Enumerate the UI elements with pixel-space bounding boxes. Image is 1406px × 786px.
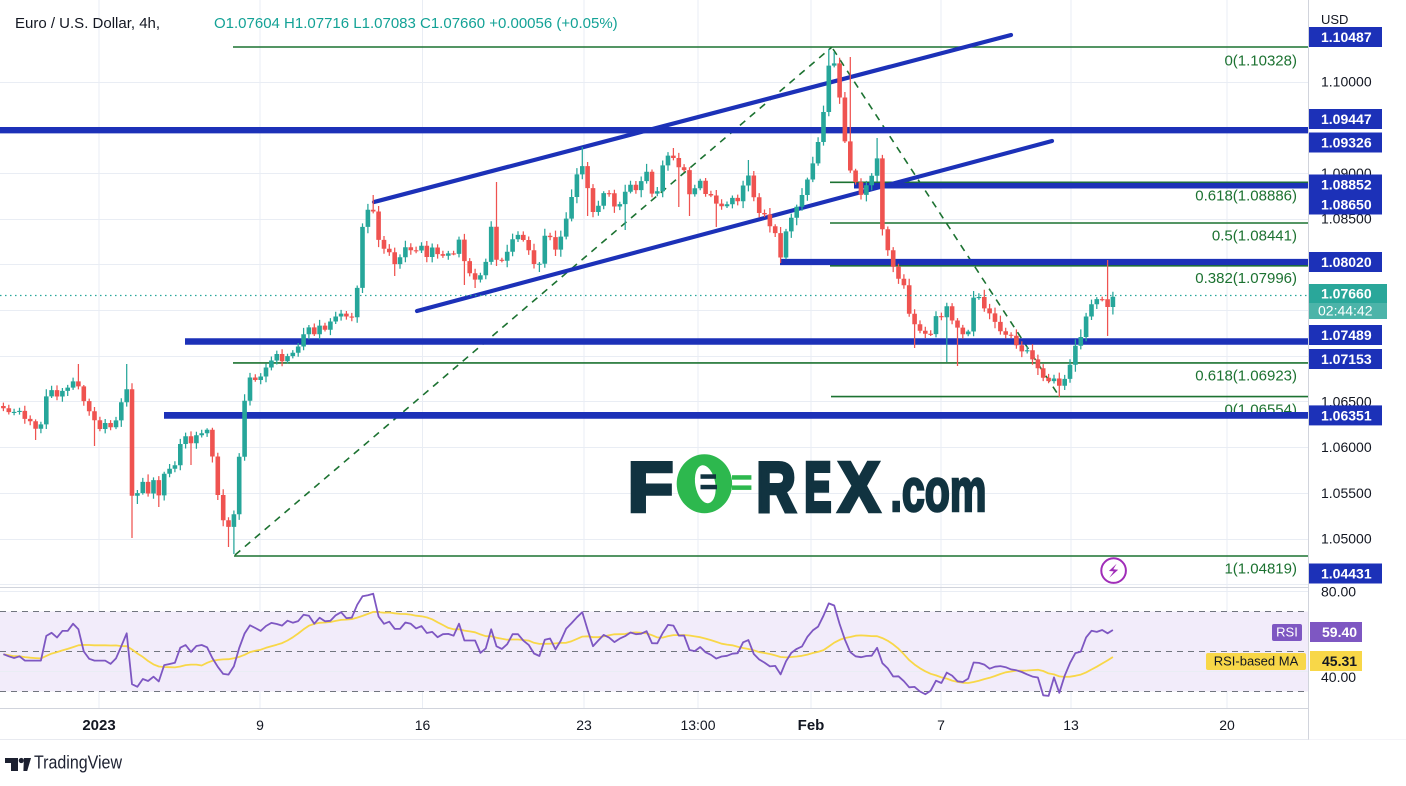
svg-text:02:44:42: 02:44:42 (1318, 303, 1373, 319)
svg-text:0.5(1.08441): 0.5(1.08441) (1212, 228, 1297, 245)
svg-text:1.07660: 1.07660 (1321, 286, 1372, 302)
svg-text:13:00: 13:00 (680, 717, 715, 733)
svg-text:0.618(1.08886): 0.618(1.08886) (1195, 187, 1297, 204)
svg-text:1.08852: 1.08852 (1321, 177, 1372, 193)
svg-text:USD: USD (1321, 12, 1348, 27)
svg-text:E: E (804, 448, 831, 526)
svg-text:20: 20 (1219, 717, 1235, 733)
svg-text:Euro / U.S. Dollar, 4h,: Euro / U.S. Dollar, 4h, (15, 15, 160, 32)
svg-text:1.10000: 1.10000 (1321, 74, 1372, 90)
svg-text:7: 7 (937, 717, 945, 733)
svg-text:1.06000: 1.06000 (1321, 439, 1372, 455)
svg-text:X: X (839, 448, 880, 526)
svg-text:1.04431: 1.04431 (1321, 566, 1372, 582)
svg-text:Feb: Feb (798, 717, 825, 734)
svg-text:1.09447: 1.09447 (1321, 111, 1372, 127)
svg-text:40.00: 40.00 (1321, 669, 1356, 685)
svg-text:1.08650: 1.08650 (1321, 197, 1372, 213)
svg-text:R: R (757, 448, 796, 526)
svg-text:O1.07604 H1.07716 L1.07083: O1.07604 H1.07716 L1.07083 C1.07660 +0.0… (214, 15, 618, 32)
svg-text:.com: .com (891, 457, 987, 524)
svg-text:1(1.04819): 1(1.04819) (1224, 560, 1297, 577)
svg-text:1.07489: 1.07489 (1321, 327, 1372, 343)
svg-text:80.00: 80.00 (1321, 584, 1356, 600)
svg-text:13: 13 (1063, 717, 1079, 733)
svg-text:TradingView: TradingView (34, 753, 123, 773)
svg-text:1.09326: 1.09326 (1321, 135, 1372, 151)
svg-text:0.382(1.07996): 0.382(1.07996) (1195, 270, 1297, 287)
svg-text:1.08500: 1.08500 (1321, 211, 1372, 227)
svg-text:1.10487: 1.10487 (1321, 29, 1372, 45)
svg-text:1.07153: 1.07153 (1321, 351, 1372, 367)
svg-text:RSI-based MA: RSI-based MA (1214, 654, 1299, 669)
svg-text:F: F (628, 448, 673, 526)
svg-text:9: 9 (256, 717, 264, 733)
svg-text:0.618(1.06923): 0.618(1.06923) (1195, 368, 1297, 385)
svg-text:1.05000: 1.05000 (1321, 531, 1372, 547)
svg-text:RSI: RSI (1276, 625, 1298, 640)
svg-text:59.40: 59.40 (1322, 624, 1357, 640)
svg-text:1.05500: 1.05500 (1321, 485, 1372, 501)
svg-text:45.31: 45.31 (1322, 653, 1357, 669)
svg-text:0(1.10328): 0(1.10328) (1224, 53, 1297, 70)
svg-text:23: 23 (576, 717, 592, 733)
svg-text:1.08020: 1.08020 (1321, 254, 1372, 270)
svg-text:16: 16 (415, 717, 431, 733)
svg-text:2023: 2023 (82, 717, 115, 734)
svg-text:1.06351: 1.06351 (1321, 407, 1372, 423)
